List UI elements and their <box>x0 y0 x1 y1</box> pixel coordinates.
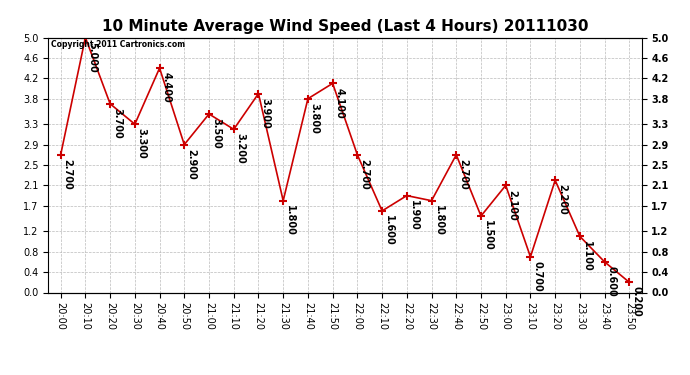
Text: 5.000: 5.000 <box>88 42 97 72</box>
Text: 3.800: 3.800 <box>310 103 320 134</box>
Text: 2.900: 2.900 <box>186 149 196 180</box>
Text: 3.300: 3.300 <box>137 128 147 159</box>
Text: 2.200: 2.200 <box>557 184 567 215</box>
Text: 4.400: 4.400 <box>161 72 172 103</box>
Text: 1.600: 1.600 <box>384 215 394 246</box>
Title: 10 Minute Average Wind Speed (Last 4 Hours) 20111030: 10 Minute Average Wind Speed (Last 4 Hou… <box>101 18 589 33</box>
Text: 3.900: 3.900 <box>260 98 270 129</box>
Text: 1.800: 1.800 <box>285 205 295 236</box>
Text: 1.500: 1.500 <box>483 220 493 251</box>
Text: 2.700: 2.700 <box>63 159 72 190</box>
Text: 2.700: 2.700 <box>458 159 469 190</box>
Text: 2.700: 2.700 <box>359 159 369 190</box>
Text: 1.100: 1.100 <box>582 241 592 272</box>
Text: 0.700: 0.700 <box>533 261 542 292</box>
Text: 4.100: 4.100 <box>335 88 344 118</box>
Text: 1.800: 1.800 <box>433 205 444 236</box>
Text: 0.200: 0.200 <box>631 286 641 317</box>
Text: 2.100: 2.100 <box>508 190 518 220</box>
Text: 3.500: 3.500 <box>211 118 221 149</box>
Text: 1.900: 1.900 <box>408 200 419 231</box>
Text: 0.600: 0.600 <box>607 266 617 297</box>
Text: 3.700: 3.700 <box>112 108 122 139</box>
Text: Copyright 2011 Cartronics.com: Copyright 2011 Cartronics.com <box>51 40 186 49</box>
Text: 3.200: 3.200 <box>236 134 246 164</box>
